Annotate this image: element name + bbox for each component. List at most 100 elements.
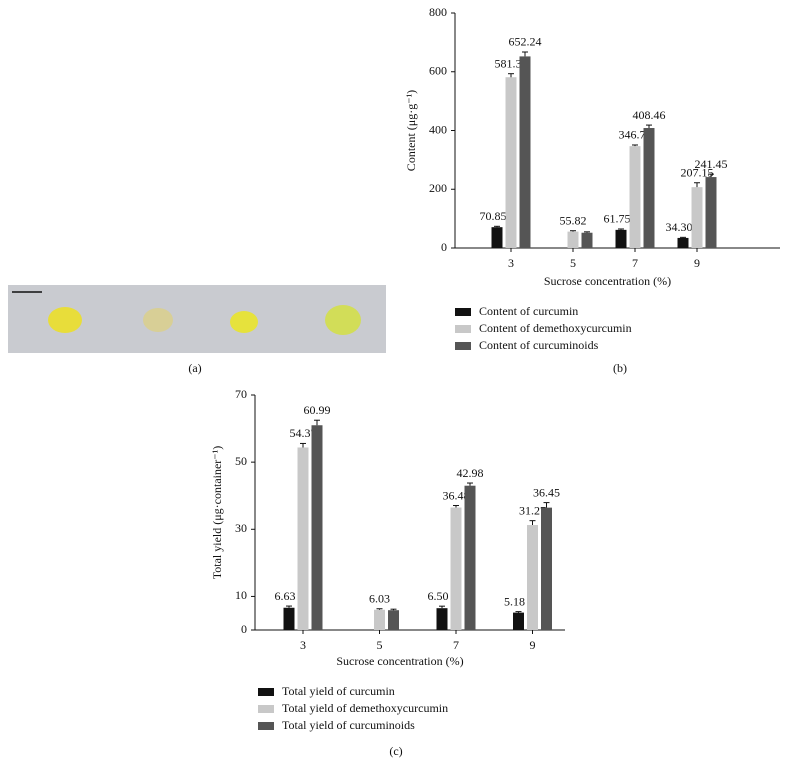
data-label: 42.98	[457, 466, 484, 480]
data-label: 6.50	[428, 589, 449, 603]
y-tick-label: 50	[235, 454, 247, 468]
data-label: 34.30	[666, 220, 693, 234]
y-tick-label: 200	[429, 181, 447, 195]
error-bar	[314, 419, 320, 426]
error-bar	[529, 520, 536, 526]
bar	[629, 146, 641, 248]
data-label: 70.85	[480, 209, 507, 223]
legend-swatch	[455, 342, 471, 350]
bar	[513, 612, 524, 630]
bar	[567, 231, 579, 248]
error-bar	[300, 442, 306, 448]
legend-label: Total yield of curcumin	[282, 684, 395, 698]
data-label: 6.03	[369, 591, 390, 605]
data-label: 36.45	[533, 485, 560, 499]
y-tick-label: 10	[235, 588, 247, 602]
error-bar	[522, 51, 528, 57]
y-axis-label: Total yield (μg·container⁻¹)	[210, 446, 224, 579]
error-bar	[680, 236, 686, 238]
legend-label: Total yield of demethoxycurcumin	[282, 701, 448, 715]
bar	[677, 237, 689, 248]
error-bar	[584, 231, 590, 233]
error-bar	[439, 605, 445, 609]
error-bar	[708, 173, 714, 178]
data-label: 241.45	[695, 157, 728, 171]
legend-label: Total yield of curcuminoids	[282, 718, 415, 732]
error-bar	[286, 605, 292, 608]
y-tick-label: 600	[429, 64, 447, 78]
legend-label: Content of curcumin	[479, 304, 578, 318]
x-tick-label: 3	[300, 638, 306, 652]
legend-swatch	[455, 308, 471, 316]
sample	[143, 308, 173, 332]
bar	[491, 227, 503, 248]
bar	[374, 609, 385, 630]
bar	[643, 128, 655, 248]
legend-swatch	[258, 705, 274, 713]
data-label: 61.75	[604, 212, 631, 226]
data-label: 5.18	[504, 594, 525, 608]
bar	[297, 447, 309, 630]
photo	[8, 285, 386, 353]
y-tick-label: 70	[235, 387, 247, 401]
data-label: 60.99	[304, 403, 331, 417]
data-label: 36.48	[443, 488, 470, 502]
bar	[541, 507, 552, 630]
error-bar	[376, 608, 383, 610]
error-bar	[570, 230, 576, 232]
data-label: 346.71	[619, 128, 652, 142]
x-axis-label: Sucrose concentration (%)	[544, 274, 671, 288]
error-bar	[494, 225, 500, 228]
error-bar	[543, 502, 550, 508]
error-bar	[467, 482, 473, 486]
error-bar	[390, 608, 397, 611]
bar	[527, 525, 538, 630]
sample	[48, 307, 82, 333]
y-tick-label: 800	[429, 5, 447, 19]
data-label: 31.27	[519, 503, 546, 517]
error-bar	[453, 505, 459, 508]
data-label: 55.82	[560, 213, 587, 227]
y-tick-label: 0	[241, 622, 247, 636]
error-bar	[632, 144, 638, 147]
x-tick-label: 7	[453, 638, 459, 652]
error-bar	[694, 182, 700, 188]
bar	[388, 610, 399, 630]
legend-swatch	[258, 688, 274, 696]
data-label: 6.63	[275, 589, 296, 603]
error-bar	[618, 228, 624, 230]
x-tick-label: 3	[508, 256, 514, 270]
y-tick-label: 0	[441, 240, 447, 254]
x-tick-label: 9	[530, 638, 536, 652]
x-tick-label: 9	[694, 256, 700, 270]
y-tick-label: 400	[429, 122, 447, 136]
panel-label: (c)	[389, 744, 402, 758]
x-tick-label: 5	[570, 256, 576, 270]
data-label: 581.39	[495, 56, 528, 70]
data-label: 408.46	[633, 108, 666, 122]
error-bar	[515, 611, 522, 613]
legend-swatch	[455, 325, 471, 333]
bar	[283, 607, 295, 630]
y-tick-label: 30	[235, 521, 247, 535]
error-bar	[508, 73, 514, 78]
x-tick-label: 7	[632, 256, 638, 270]
x-tick-label: 5	[377, 638, 383, 652]
sample	[230, 311, 258, 333]
legend-swatch	[258, 722, 274, 730]
bar	[436, 608, 448, 630]
bar	[581, 232, 593, 248]
bar	[505, 77, 517, 248]
data-label: 652.24	[509, 35, 542, 49]
data-label: 207.15	[681, 165, 714, 179]
bar	[450, 507, 462, 630]
panel-label: (b)	[613, 361, 627, 375]
data-label: 54.37	[290, 426, 317, 440]
sample	[325, 305, 361, 335]
y-axis-label: Content (μg·g⁻¹)	[404, 90, 418, 171]
bar	[691, 187, 703, 248]
bar	[519, 56, 531, 249]
error-bar	[646, 124, 652, 129]
x-axis-label: Sucrose concentration (%)	[336, 654, 463, 668]
